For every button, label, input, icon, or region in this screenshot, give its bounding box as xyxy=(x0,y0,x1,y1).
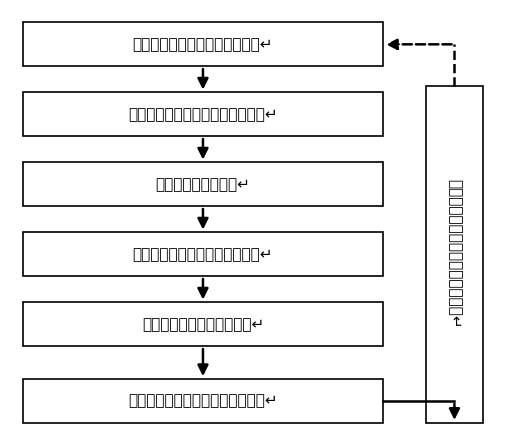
Bar xyxy=(23,233,382,276)
Bar xyxy=(425,86,482,423)
Bar xyxy=(23,23,382,66)
Text: 采集输血者输血后的血红蛋白浓度↵: 采集输血者输血后的血红蛋白浓度↵ xyxy=(128,393,277,408)
Text: 采集输血者体征信息↵: 采集输血者体征信息↵ xyxy=(155,177,250,192)
Text: 设定输血后血红蛋白浓度期望值↵: 设定输血后血红蛋白浓度期望值↵ xyxy=(132,37,273,52)
Bar xyxy=(23,93,382,136)
Bar xyxy=(23,379,382,423)
Text: 计算获得输入悬浮红细胞单位数↵: 计算获得输入悬浮红细胞单位数↵ xyxy=(132,247,273,262)
Text: 调整的输血后血红蛋白浓度期望值↵: 调整的输血后血红蛋白浓度期望值↵ xyxy=(446,179,461,329)
Text: 采集输血者输血前的血红蛋白浓度↵: 采集输血者输血前的血红蛋白浓度↵ xyxy=(128,107,277,122)
Bar xyxy=(23,303,382,346)
Text: 输入悬浮红细胞单位数输血↵: 输入悬浮红细胞单位数输血↵ xyxy=(141,317,264,332)
Bar xyxy=(23,163,382,206)
